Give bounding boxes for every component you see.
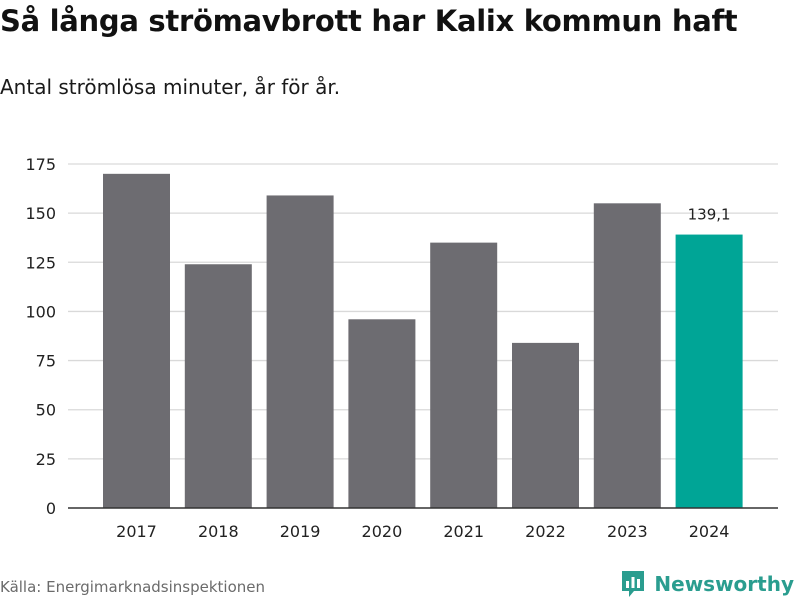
y-tick-label: 25: [36, 450, 56, 469]
source-note: Källa: Energimarknadsinspektionen: [0, 578, 266, 596]
newsworthy-logo-icon: [622, 571, 645, 597]
brand-name: Newsworthy: [654, 572, 794, 596]
x-tick-label: 2021: [443, 522, 484, 541]
y-tick-label: 50: [36, 401, 56, 420]
bar-2021: [430, 242, 498, 508]
data-label: 139,1: [688, 206, 731, 224]
y-tick-label: 75: [36, 352, 56, 371]
bar-2024: [675, 234, 743, 508]
x-tick-label: 2023: [607, 522, 648, 541]
chart-title: Så långa strömavbrott har Kalix kommun h…: [0, 4, 738, 38]
x-tick-label: 2022: [525, 522, 566, 541]
bar-2018: [184, 264, 252, 508]
y-tick-label: 100: [25, 302, 56, 321]
bar-2023: [593, 203, 661, 509]
brand-logo: Newsworthy: [620, 568, 794, 600]
y-tick-label: 150: [25, 204, 56, 223]
x-tick-label: 2019: [280, 522, 321, 541]
x-tick-label: 2024: [689, 522, 730, 541]
bar-2020: [348, 319, 416, 508]
x-tick-label: 2017: [116, 522, 157, 541]
x-tick-label: 2020: [362, 522, 403, 541]
y-tick-label: 0: [46, 499, 56, 518]
y-tick-label: 125: [25, 253, 56, 272]
bar-2017: [103, 173, 170, 509]
x-tick-label: 2018: [198, 522, 239, 541]
y-tick-label: 175: [25, 155, 56, 174]
bar-2019: [266, 195, 334, 509]
chart-subtitle: Antal strömlösa minuter, år för år.: [0, 75, 341, 99]
bar-2022: [512, 342, 579, 508]
